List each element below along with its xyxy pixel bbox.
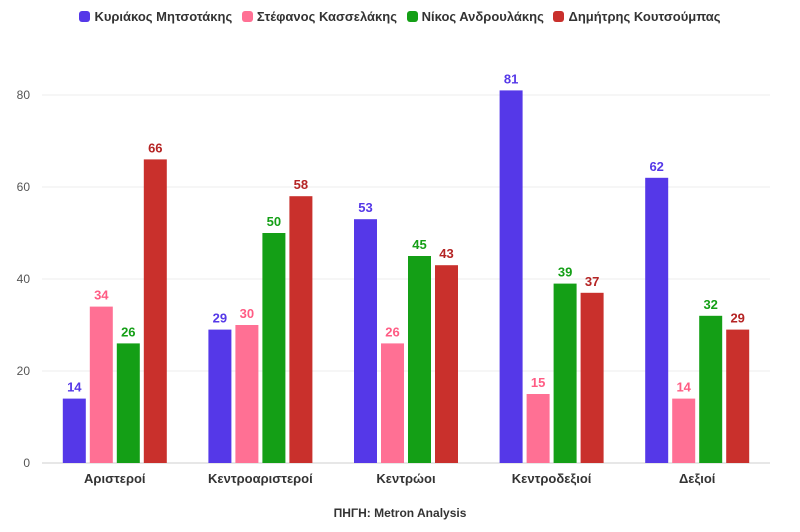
data-label: 62: [649, 159, 663, 174]
legend-label: Δημήτρης Κουτσούμπας: [568, 9, 721, 24]
chart-legend: Κυριάκος Μητσοτάκης Στέφανος Κασσελάκης …: [0, 9, 800, 24]
legend-swatch-icon: [79, 11, 91, 22]
x-category-label: Κεντροαριστεροί: [208, 471, 313, 486]
bar[interactable]: [381, 343, 404, 463]
bar[interactable]: [526, 394, 550, 463]
data-label: 14: [67, 380, 82, 395]
data-label: 50: [267, 214, 281, 229]
data-label: 37: [585, 274, 599, 289]
x-category-label: Δεξιοί: [679, 471, 716, 486]
data-label: 45: [412, 237, 426, 252]
x-category-label: Κεντρώοι: [376, 471, 436, 486]
source-caption: ΠΗΓΗ: Metron Analysis: [333, 506, 467, 520]
bar[interactable]: [289, 196, 313, 463]
bar[interactable]: [672, 398, 696, 463]
legend-swatch-icon: [406, 11, 418, 22]
data-label: 58: [294, 177, 308, 192]
data-label: 53: [358, 200, 372, 215]
bar[interactable]: [62, 398, 86, 463]
data-label: 39: [558, 265, 572, 280]
data-label: 26: [121, 324, 135, 339]
bar[interactable]: [435, 265, 458, 463]
data-label: 15: [531, 375, 545, 390]
bar[interactable]: [143, 159, 167, 463]
bar[interactable]: [262, 233, 286, 463]
legend-item-androulakis[interactable]: Νίκος Ανδρουλάκης: [406, 9, 544, 24]
bar[interactable]: [208, 329, 232, 463]
data-label: 29: [213, 311, 227, 326]
bar[interactable]: [116, 343, 140, 463]
y-tick-label: 20: [17, 364, 31, 378]
bar[interactable]: [89, 306, 113, 463]
legend-item-kasselakis[interactable]: Στέφανος Κασσελάκης: [241, 9, 397, 24]
bar[interactable]: [726, 329, 750, 463]
data-label: 32: [703, 297, 717, 312]
legend-swatch-icon: [241, 11, 253, 22]
bar[interactable]: [354, 219, 377, 463]
bar[interactable]: [408, 256, 431, 463]
data-label: 34: [94, 288, 109, 303]
legend-item-mitsotakis[interactable]: Κυριάκος Μητσοτάκης: [79, 9, 232, 24]
legend-swatch-icon: [553, 11, 565, 22]
bar[interactable]: [499, 90, 523, 464]
bar[interactable]: [553, 283, 577, 463]
data-label: 30: [240, 306, 254, 321]
y-tick-label: 60: [17, 180, 31, 194]
data-label: 29: [730, 311, 744, 326]
legend-label: Κυριάκος Μητσοτάκης: [94, 9, 233, 24]
x-category-label: Κεντροδεξιοί: [512, 471, 592, 486]
bar[interactable]: [235, 325, 259, 463]
data-label: 43: [439, 246, 453, 261]
data-label: 81: [504, 71, 518, 86]
legend-item-koutsoumpas[interactable]: Δημήτρης Κουτσούμπας: [553, 9, 721, 24]
data-label: 14: [676, 380, 691, 395]
y-tick-label: 0: [23, 456, 30, 470]
y-tick-label: 40: [17, 272, 31, 286]
bar[interactable]: [645, 177, 669, 464]
bar[interactable]: [580, 292, 604, 463]
data-label: 26: [385, 324, 399, 339]
legend-label: Νίκος Ανδρουλάκης: [421, 9, 544, 24]
x-category-label: Αριστεροί: [84, 471, 146, 486]
data-label: 66: [148, 140, 162, 155]
legend-label: Στέφανος Κασσελάκης: [256, 9, 397, 24]
bar[interactable]: [699, 315, 723, 463]
y-tick-label: 80: [17, 88, 31, 102]
